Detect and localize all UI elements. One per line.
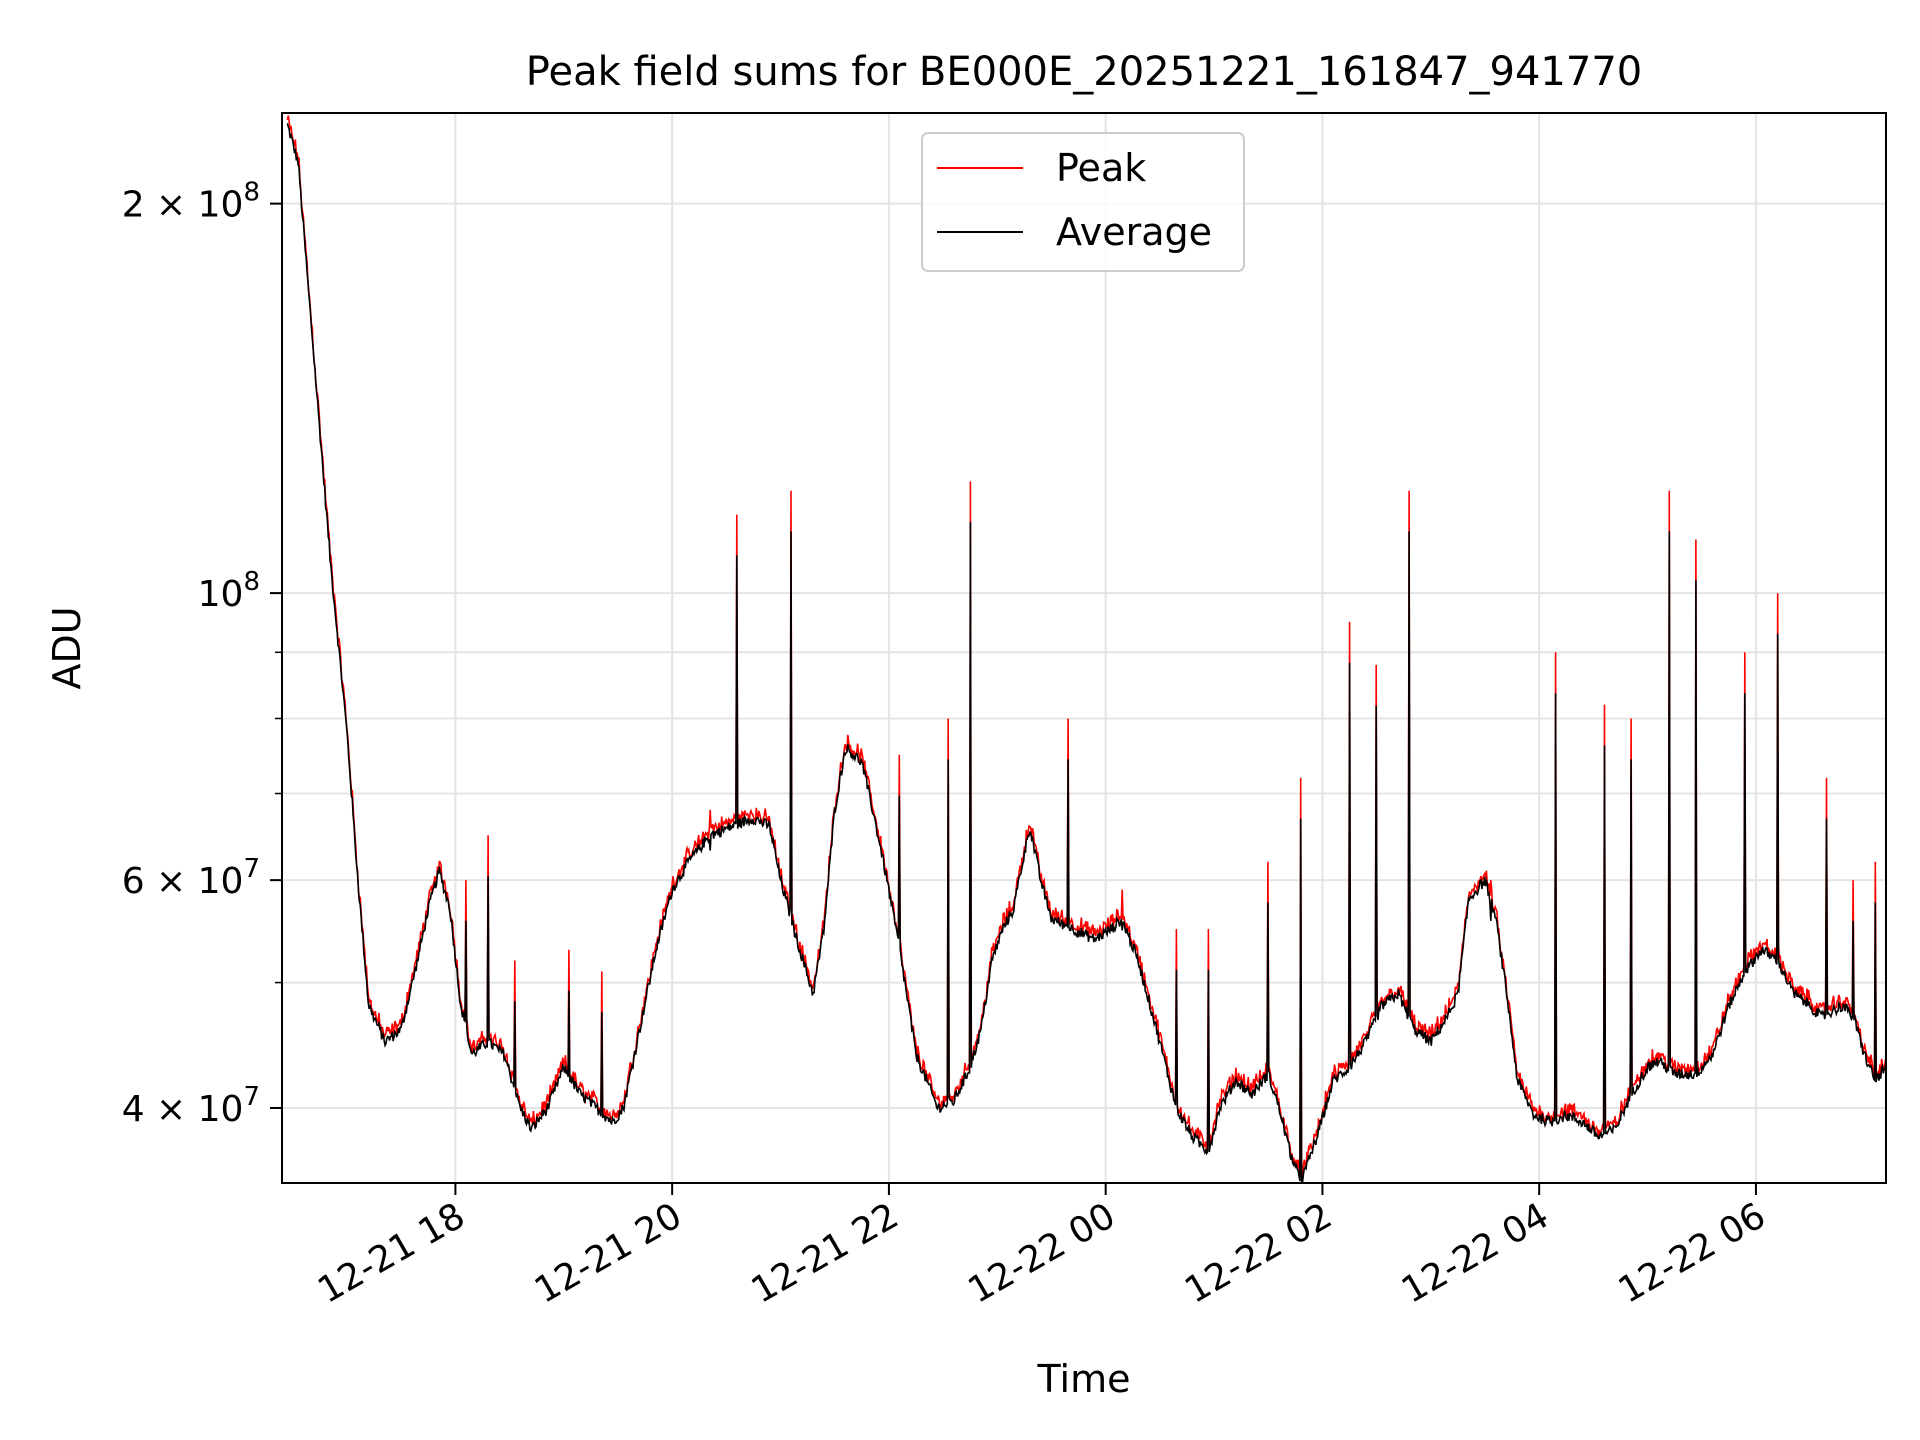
y-tick-label: 2 × 108 <box>122 178 260 226</box>
legend-average-label: Average <box>1056 210 1212 254</box>
chart-title: Peak field sums for BE000E_20251221_1618… <box>526 49 1642 95</box>
average-series-line <box>286 123 1887 1185</box>
x-axis-label: Time <box>1037 1357 1131 1401</box>
plot-lines <box>286 115 1887 1185</box>
legend: Peak Average <box>921 132 1245 272</box>
y-tick-label: 4 × 107 <box>122 1082 260 1130</box>
y-tick-label: 6 × 107 <box>122 854 260 902</box>
y-axis-label: ADU <box>45 606 89 689</box>
plot-frame <box>281 112 1887 1184</box>
legend-peak-label: Peak <box>1056 146 1146 190</box>
